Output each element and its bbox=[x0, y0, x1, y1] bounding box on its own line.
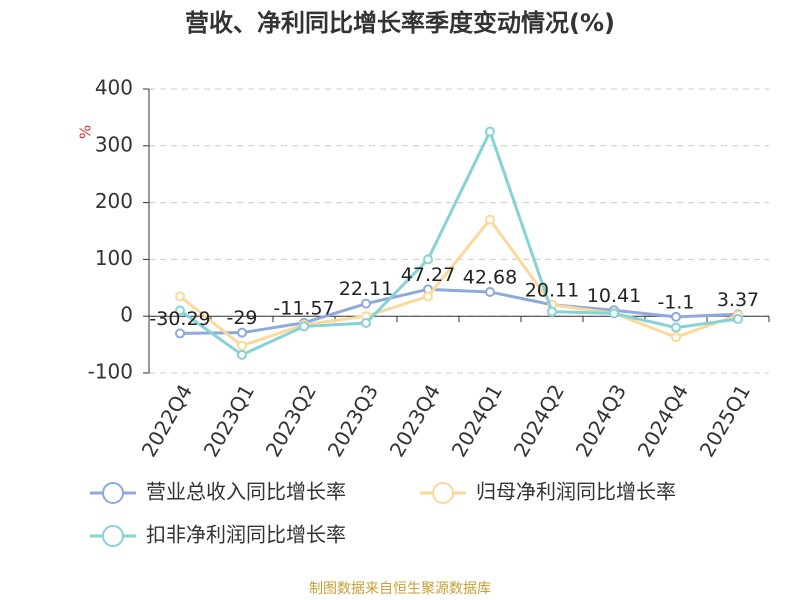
data-point bbox=[237, 327, 247, 338]
data-point bbox=[175, 291, 185, 302]
y-tick-label: -100 bbox=[88, 360, 133, 384]
legend-label: 营业总收入同比增长率 bbox=[146, 480, 346, 504]
data-label: 22.11 bbox=[339, 278, 393, 300]
data-point bbox=[485, 126, 495, 137]
series-line bbox=[179, 127, 739, 357]
data-label: -11.57 bbox=[273, 297, 334, 319]
y-tick-label: 300 bbox=[95, 132, 133, 156]
x-tick-label: 2024Q1 bbox=[447, 380, 507, 461]
data-point bbox=[299, 321, 309, 332]
y-axis-label: % bbox=[77, 125, 95, 139]
x-tick-label: 2022Q4 bbox=[137, 380, 197, 461]
data-point bbox=[175, 328, 185, 339]
data-point bbox=[609, 308, 619, 319]
data-label: 20.11 bbox=[525, 279, 579, 301]
y-tick-label: 400 bbox=[95, 76, 133, 100]
data-label: 47.27 bbox=[401, 264, 455, 286]
source-note: 制图数据来自恒生聚源数据库 bbox=[309, 581, 491, 597]
data-label: -1.1 bbox=[657, 291, 694, 313]
data-point bbox=[485, 214, 495, 225]
data-label: 3.37 bbox=[717, 289, 759, 311]
series-line bbox=[179, 287, 739, 335]
legend-marker bbox=[102, 525, 124, 547]
data-point bbox=[671, 311, 681, 322]
data-point bbox=[671, 322, 681, 333]
data-point bbox=[361, 298, 371, 309]
y-tick-label: 200 bbox=[95, 189, 133, 213]
data-point bbox=[423, 254, 433, 265]
data-label: 42.68 bbox=[463, 266, 517, 288]
x-tick-label: 2024Q3 bbox=[571, 380, 631, 461]
data-point bbox=[237, 340, 247, 351]
y-tick-label: 100 bbox=[95, 246, 133, 270]
x-tick-label: 2023Q4 bbox=[385, 380, 445, 461]
data-point bbox=[671, 332, 681, 343]
legend-marker bbox=[102, 482, 124, 504]
x-tick-label: 2023Q1 bbox=[199, 380, 259, 461]
data-label: -29 bbox=[226, 307, 257, 329]
data-point bbox=[175, 305, 185, 316]
x-tick-label: 2024Q4 bbox=[633, 380, 693, 461]
data-label: -30.29 bbox=[149, 308, 210, 330]
legend-label: 归母净利润同比增长率 bbox=[476, 480, 676, 504]
data-point bbox=[361, 318, 371, 329]
data-point bbox=[423, 291, 433, 302]
legend-marker bbox=[432, 482, 454, 504]
legend-label: 扣非净利润同比增长率 bbox=[146, 523, 346, 547]
data-point bbox=[237, 349, 247, 360]
chart-title: 营收、净利同比增长率季度变动情况(%) bbox=[185, 9, 615, 37]
data-label: 10.41 bbox=[587, 285, 641, 307]
y-tick-label: 0 bbox=[120, 303, 133, 327]
x-tick-label: 2024Q2 bbox=[509, 380, 569, 461]
data-point bbox=[485, 286, 495, 297]
data-point bbox=[547, 306, 557, 317]
x-tick-label: 2023Q2 bbox=[261, 380, 321, 461]
x-tick-label: 2023Q3 bbox=[323, 380, 383, 461]
series-line bbox=[179, 217, 739, 348]
x-tick-label: 2025Q1 bbox=[695, 380, 755, 461]
data-point bbox=[733, 314, 743, 325]
